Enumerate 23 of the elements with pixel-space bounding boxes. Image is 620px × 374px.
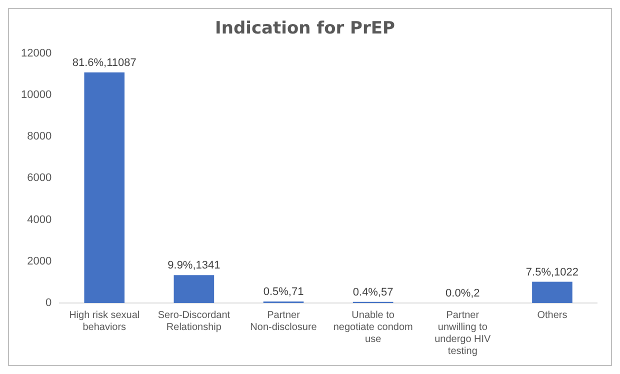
- y-tick-label: 2000: [27, 255, 52, 268]
- data-label: 0.0%,2: [446, 287, 480, 300]
- bar: [174, 275, 214, 303]
- chart-title: Indication for PrEP: [215, 18, 395, 39]
- y-tick-label: 4000: [27, 214, 52, 226]
- x-tick-label: Sero-Discordant Relationship: [158, 310, 230, 333]
- y-tick-label: 8000: [27, 130, 52, 143]
- x-tick-label: Partner unwilling to undergo HIV testing: [434, 310, 492, 357]
- data-label: 9.9%,1341: [168, 260, 220, 272]
- x-tick-label: Partner Non-disclosure: [250, 310, 318, 333]
- y-tick-label: 0: [45, 297, 52, 310]
- y-tick-label: 10000: [20, 89, 52, 102]
- bar: [532, 282, 572, 303]
- x-tick-label: Unable to negotiate condom use: [333, 310, 413, 345]
- data-label: 0.4%,57: [352, 286, 394, 298]
- y-tick-label: 12000: [20, 47, 52, 60]
- y-tick-label: 6000: [27, 172, 52, 184]
- data-label: 7.5%,1022: [526, 266, 579, 278]
- x-tick-label: High risk sexual behaviors: [69, 310, 140, 333]
- x-tick-label: Others: [537, 310, 568, 321]
- bar: [84, 72, 125, 303]
- data-label: 81.6%,11087: [72, 56, 136, 69]
- data-label: 0.5%,71: [263, 286, 304, 298]
